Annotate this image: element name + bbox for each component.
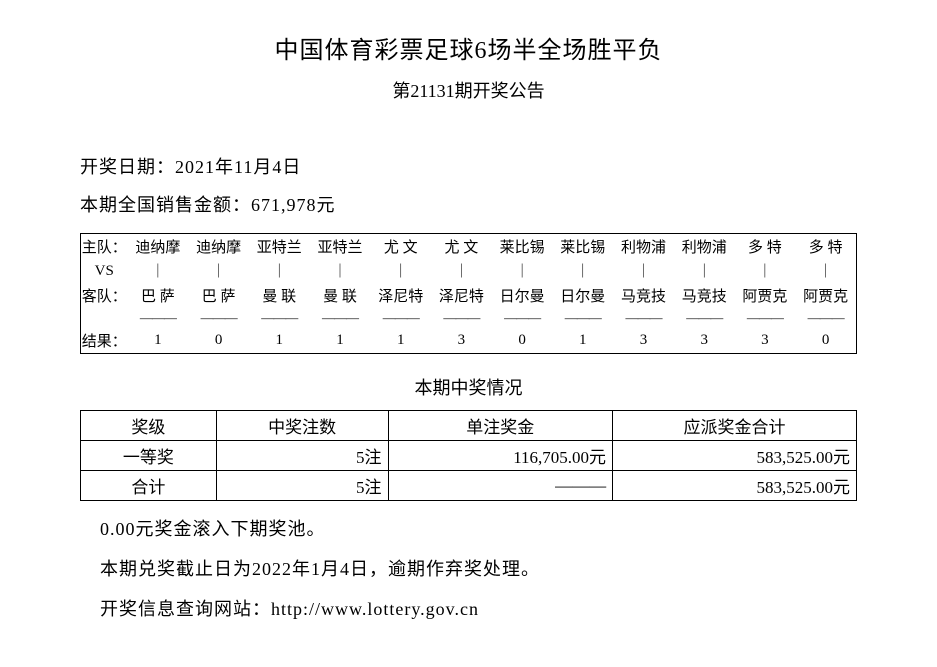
prize-total-1: 583,525.00元 xyxy=(613,471,857,501)
home-team-10: 多 特 xyxy=(735,234,796,260)
prize-row-total: 合计 5注 ——— 583,525.00元 xyxy=(81,471,857,501)
prize-header-row: 奖级 中奖注数 单注奖金 应派奖金合计 xyxy=(81,411,857,441)
home-team-9: 利物浦 xyxy=(674,234,735,260)
result-7: 1 xyxy=(552,328,613,354)
vs-sep-1: ｜ xyxy=(188,259,249,283)
vs-sep-10: ｜ xyxy=(735,259,796,283)
dash-4: ——— xyxy=(370,308,431,328)
vs-sep-2: ｜ xyxy=(249,259,310,283)
website-line: 开奖信息查询网站：http://www.lottery.gov.cn xyxy=(80,595,857,621)
away-team-9: 马竞技 xyxy=(674,283,735,308)
result-2: 1 xyxy=(249,328,310,354)
home-team-5: 尤 文 xyxy=(431,234,492,260)
sales-label: 本期全国销售金额： xyxy=(80,195,251,215)
away-team-1: 巴 萨 xyxy=(188,283,249,308)
vs-label: VS xyxy=(81,259,128,283)
result-9: 3 xyxy=(674,328,735,354)
prize-level-1: 合计 xyxy=(81,471,217,501)
dash-5: ——— xyxy=(431,308,492,328)
result-label: 结果： xyxy=(81,328,128,354)
result-6: 0 xyxy=(492,328,553,354)
away-team-8: 马竞技 xyxy=(613,283,674,308)
away-team-2: 曼 联 xyxy=(249,283,310,308)
result-5: 3 xyxy=(431,328,492,354)
prize-header-total: 应派奖金合计 xyxy=(613,411,857,441)
vs-sep-7: ｜ xyxy=(552,259,613,283)
prize-count-1: 5注 xyxy=(216,471,388,501)
deadline-text: 本期兑奖截止日为2022年1月4日，逾期作弃奖处理。 xyxy=(80,555,857,581)
draw-date-value: 2021年11月4日 xyxy=(175,157,301,177)
away-team-11: 阿贾克 xyxy=(795,283,856,308)
home-team-6: 莱比锡 xyxy=(492,234,553,260)
result-10: 3 xyxy=(735,328,796,354)
prize-unit-0: 116,705.00元 xyxy=(388,441,613,471)
main-title: 中国体育彩票足球6场半全场胜平负 xyxy=(80,30,857,65)
away-team-4: 泽尼特 xyxy=(370,283,431,308)
result-11: 0 xyxy=(795,328,856,354)
dash-0: ——— xyxy=(128,308,189,328)
dash-8: ——— xyxy=(613,308,674,328)
away-team-6: 日尔曼 xyxy=(492,283,553,308)
home-label: 主队： xyxy=(81,234,128,260)
prize-header-unit: 单注奖金 xyxy=(388,411,613,441)
prize-table: 奖级 中奖注数 单注奖金 应派奖金合计 一等奖 5注 116,705.00元 5… xyxy=(80,410,857,501)
draw-date-label: 开奖日期： xyxy=(80,157,175,177)
vs-sep-11: ｜ xyxy=(795,259,856,283)
result-4: 1 xyxy=(370,328,431,354)
sales-amount: 671,978元 xyxy=(251,195,336,215)
home-team-11: 多 特 xyxy=(795,234,856,260)
home-team-4: 尤 文 xyxy=(370,234,431,260)
dash-10: ——— xyxy=(735,308,796,328)
prize-unit-1: ——— xyxy=(388,471,613,501)
website-url: http://www.lottery.gov.cn xyxy=(271,599,479,619)
dash-9: ——— xyxy=(674,308,735,328)
dash-11: ——— xyxy=(795,308,856,328)
vs-sep-5: ｜ xyxy=(431,259,492,283)
dash-2: ——— xyxy=(249,308,310,328)
match-results-table: 主队： 迪纳摩 迪纳摩 亚特兰 亚特兰 尤 文 尤 文 莱比锡 莱比锡 利物浦 … xyxy=(80,233,857,354)
dash-3: ——— xyxy=(310,308,371,328)
away-team-7: 日尔曼 xyxy=(552,283,613,308)
draw-date-line: 开奖日期：2021年11月4日 xyxy=(80,153,857,179)
dash-6: ——— xyxy=(492,308,553,328)
lottery-announcement-page: 中国体育彩票足球6场半全场胜平负 第21131期开奖公告 开奖日期：2021年1… xyxy=(0,0,937,655)
prize-count-0: 5注 xyxy=(216,441,388,471)
away-label: 客队： xyxy=(81,283,128,308)
blank-label xyxy=(81,308,128,328)
result-3: 1 xyxy=(310,328,371,354)
away-team-3: 曼 联 xyxy=(310,283,371,308)
rollover-text: 0.00元奖金滚入下期奖池。 xyxy=(80,515,857,541)
vs-sep-4: ｜ xyxy=(370,259,431,283)
home-team-7: 莱比锡 xyxy=(552,234,613,260)
home-team-8: 利物浦 xyxy=(613,234,674,260)
prize-section-title: 本期中奖情况 xyxy=(80,374,857,400)
prize-total-0: 583,525.00元 xyxy=(613,441,857,471)
home-team-1: 迪纳摩 xyxy=(188,234,249,260)
website-label: 开奖信息查询网站： xyxy=(100,599,271,619)
dash-1: ——— xyxy=(188,308,249,328)
home-team-2: 亚特兰 xyxy=(249,234,310,260)
issue-subtitle: 第21131期开奖公告 xyxy=(80,77,857,103)
prize-header-level: 奖级 xyxy=(81,411,217,441)
result-1: 0 xyxy=(188,328,249,354)
home-team-0: 迪纳摩 xyxy=(128,234,189,260)
away-team-5: 泽尼特 xyxy=(431,283,492,308)
result-0: 1 xyxy=(128,328,189,354)
prize-row-first: 一等奖 5注 116,705.00元 583,525.00元 xyxy=(81,441,857,471)
away-team-10: 阿贾克 xyxy=(735,283,796,308)
prize-header-count: 中奖注数 xyxy=(216,411,388,441)
vs-sep-8: ｜ xyxy=(613,259,674,283)
home-team-3: 亚特兰 xyxy=(310,234,371,260)
vs-sep-9: ｜ xyxy=(674,259,735,283)
vs-sep-6: ｜ xyxy=(492,259,553,283)
vs-sep-0: ｜ xyxy=(128,259,189,283)
vs-sep-3: ｜ xyxy=(310,259,371,283)
sales-line: 本期全国销售金额：671,978元 xyxy=(80,191,857,217)
dash-7: ——— xyxy=(552,308,613,328)
prize-level-0: 一等奖 xyxy=(81,441,217,471)
away-team-0: 巴 萨 xyxy=(128,283,189,308)
result-8: 3 xyxy=(613,328,674,354)
